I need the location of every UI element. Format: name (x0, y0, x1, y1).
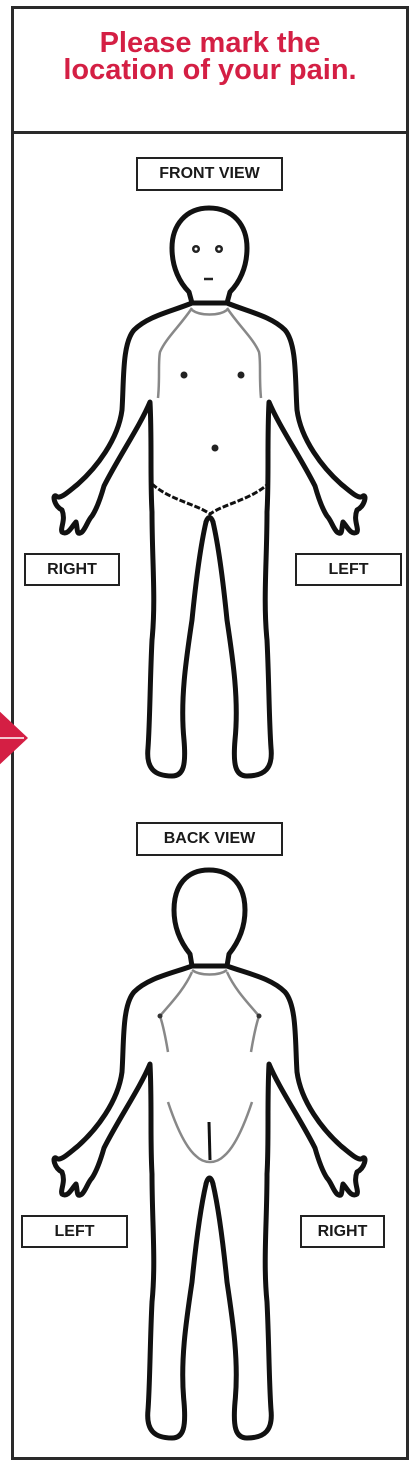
front-view-label: FRONT VIEW (136, 157, 283, 191)
title-line-2: location of your pain. (63, 54, 357, 86)
red-diamond-marker-icon (0, 711, 28, 765)
page-title: Please mark the location of your pain. (14, 27, 406, 86)
front-right-side-label: RIGHT (24, 553, 120, 586)
back-view-label: BACK VIEW (136, 822, 283, 856)
front-left-side-label: LEFT (295, 553, 402, 586)
header-panel (11, 6, 409, 134)
title-line-1: Please mark the (99, 27, 321, 59)
back-right-side-label: RIGHT (300, 1215, 385, 1248)
back-left-side-label: LEFT (21, 1215, 128, 1248)
